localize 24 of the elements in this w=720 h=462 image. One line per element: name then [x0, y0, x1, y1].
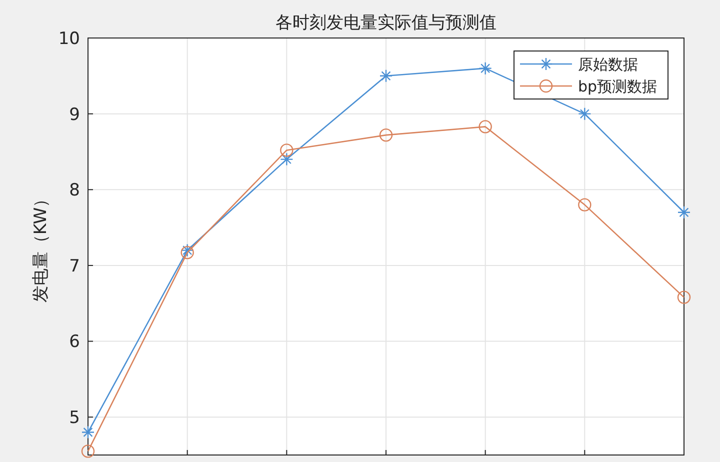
legend-label: 原始数据: [578, 55, 638, 74]
point: [478, 120, 492, 134]
chart-title: 各时刻发电量实际值与预测值: [276, 13, 496, 33]
y-tick-label: 7: [69, 256, 80, 276]
point: [578, 107, 592, 120]
y-tick-label: 5: [69, 408, 80, 428]
point: [180, 246, 194, 260]
point: [180, 244, 194, 257]
legend-label: bp预测数据: [578, 77, 658, 96]
point: [677, 206, 691, 219]
point: [677, 290, 691, 304]
point: [280, 152, 294, 166]
point: [478, 62, 492, 75]
y-tick-label: 6: [69, 332, 80, 352]
point: [578, 198, 592, 212]
point: [81, 444, 95, 458]
point: [379, 69, 393, 83]
y-tick-label: 10: [58, 28, 80, 49]
point: [81, 426, 95, 439]
point: [379, 128, 393, 142]
y-axis-title: 发电量（KW）: [31, 190, 51, 303]
y-tick-label: 9: [69, 104, 80, 125]
y-tick-label: 8: [69, 180, 80, 201]
point: [280, 144, 294, 157]
